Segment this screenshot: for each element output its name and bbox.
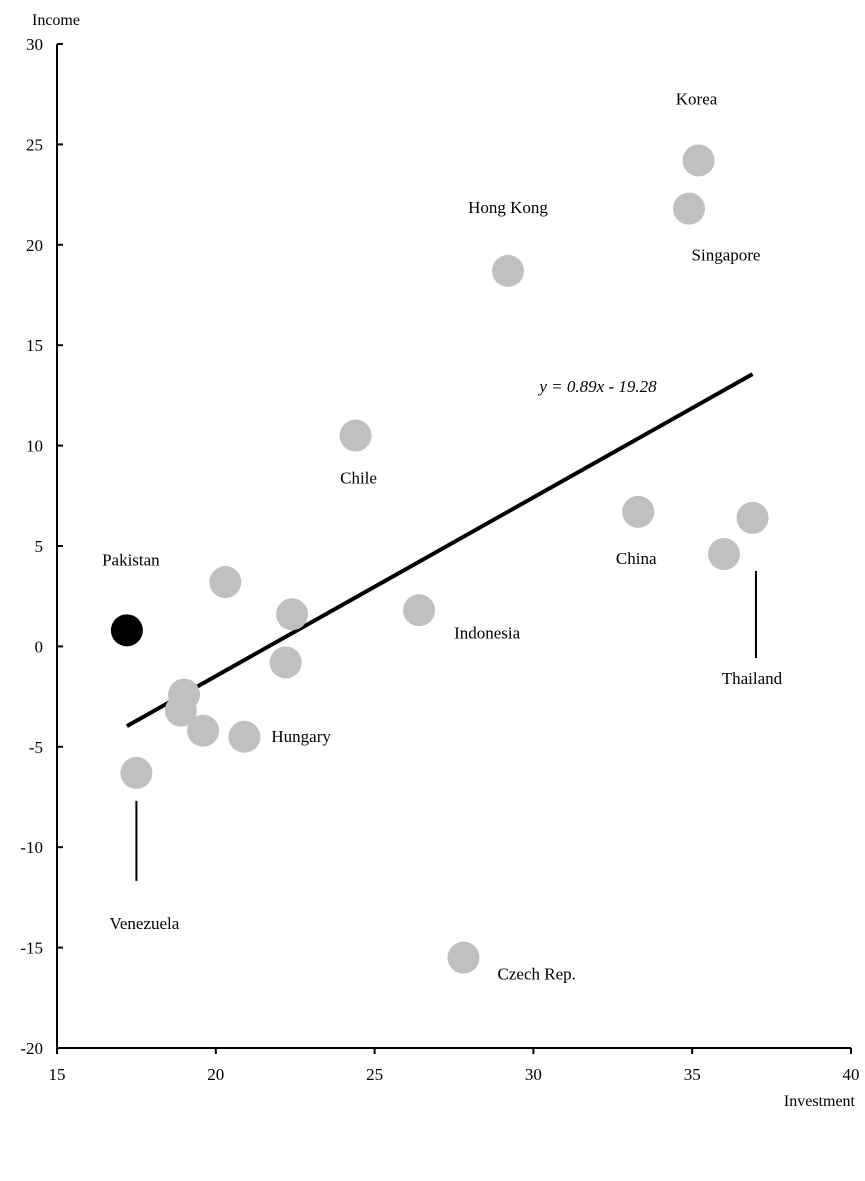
y-tick-label: -5 (29, 738, 43, 757)
x-axis-title: Investment (784, 1093, 856, 1110)
y-tick-label: 10 (26, 437, 43, 456)
y-tick-label: 15 (26, 336, 43, 355)
point-label: Czech Rep. (498, 965, 576, 984)
trendline-group: y = 0.89x - 19.28 (125, 372, 754, 728)
point-label: Hong Kong (468, 198, 548, 217)
data-point (736, 501, 769, 534)
y-tick-label: 30 (26, 35, 43, 54)
y-tick-label: 25 (26, 135, 43, 154)
data-point (120, 756, 153, 789)
y-tick-label: 0 (35, 637, 44, 656)
data-point (339, 419, 372, 452)
y-tick-label: 5 (35, 537, 44, 556)
points-group (110, 144, 769, 974)
x-tick-label: 30 (525, 1065, 542, 1084)
labels-group: Korea Singapore Hong Kong Chile China Thailan… (102, 89, 783, 983)
point-label: Thailand (722, 669, 783, 688)
x-tick-label: 40 (843, 1065, 860, 1084)
data-point (491, 254, 524, 287)
data-point (447, 941, 480, 974)
point-label: Venezuela (109, 914, 179, 933)
data-point (276, 598, 309, 631)
data-point (187, 714, 220, 747)
x-tick-label: 15 (49, 1065, 66, 1084)
x-tick-label: 25 (366, 1065, 383, 1084)
point-label: Pakistan (102, 550, 160, 569)
trend-equation: y = 0.89x - 19.28 (537, 377, 657, 396)
data-point (622, 495, 655, 528)
point-label: China (616, 549, 657, 568)
data-point (209, 566, 242, 599)
y-tick-label: -15 (20, 939, 43, 958)
x-tick-label: 20 (207, 1065, 224, 1084)
data-point (110, 614, 143, 647)
data-point (164, 694, 197, 727)
data-point (707, 538, 740, 571)
x-tick-label: 35 (684, 1065, 701, 1084)
trend-line (125, 372, 754, 728)
y-tick-label: 20 (26, 236, 43, 255)
point-label: Singapore (692, 246, 761, 265)
point-label: Indonesia (454, 623, 521, 642)
data-point (673, 192, 706, 225)
data-point (228, 720, 261, 753)
y-tick-label: -10 (20, 838, 43, 857)
y-tick-label: -20 (20, 1039, 43, 1058)
point-label: Chile (340, 469, 377, 488)
point-label: Korea (676, 89, 718, 108)
axes: -20 -15 -10 -5 0 5 10 15 20 25 30 15 20 25 30 35 40 Incom… (20, 12, 859, 1110)
point-label: Hungary (271, 727, 331, 746)
data-point (682, 144, 715, 177)
y-axis-title: Income (32, 12, 80, 29)
data-point (403, 594, 436, 627)
data-point (269, 646, 302, 679)
